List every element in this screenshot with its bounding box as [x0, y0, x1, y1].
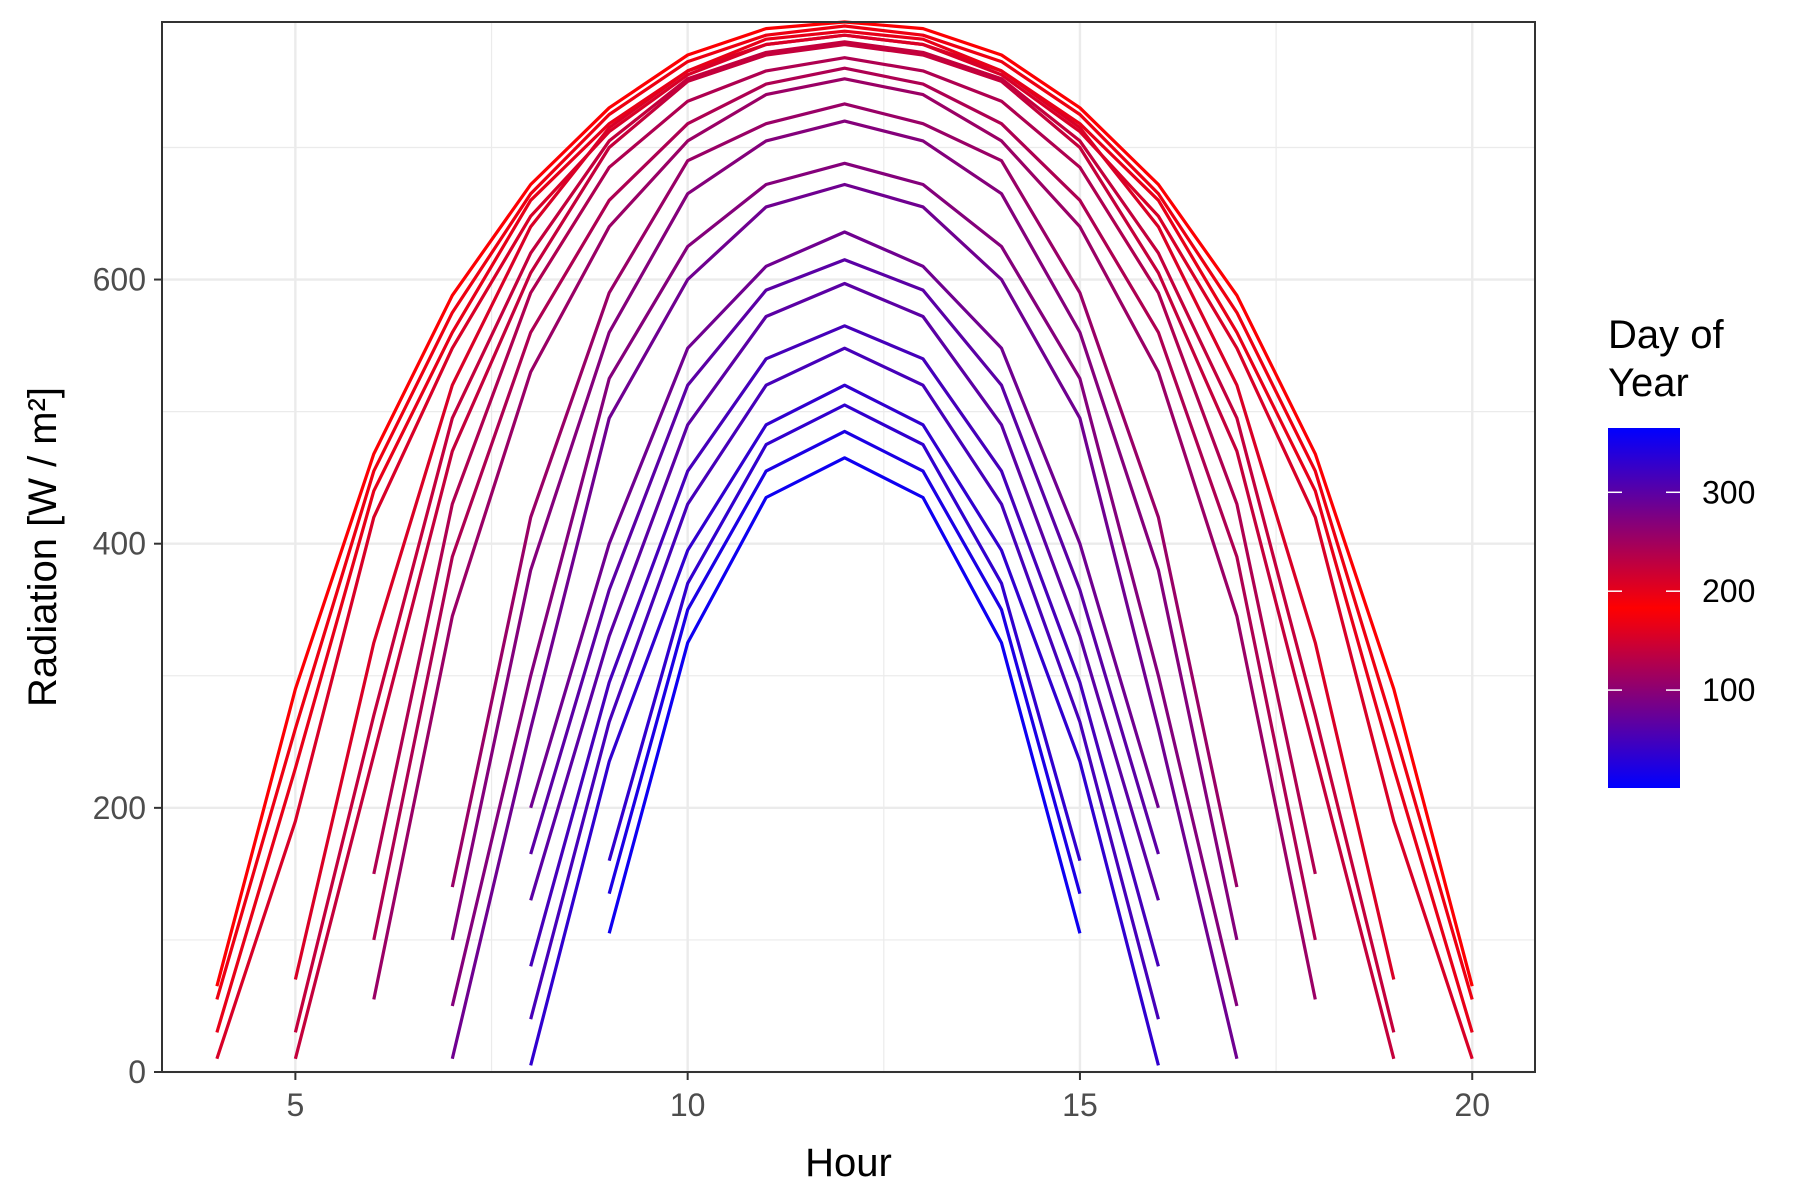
y-axis: 0 200 400 600 [93, 262, 162, 1090]
x-tick-label: 20 [1454, 1087, 1490, 1123]
legend: Day of Year 100 200 300 [1608, 313, 1755, 788]
series-line-13 [450, 102, 1239, 888]
y-tick-label: 400 [93, 526, 146, 562]
legend-tick-label: 200 [1702, 573, 1755, 609]
series-line-4 [529, 383, 1160, 1066]
legend-colorbar [1608, 428, 1680, 788]
x-tick-label: 5 [286, 1087, 304, 1123]
series-line-12 [450, 119, 1239, 941]
x-tick-label: 15 [1062, 1087, 1098, 1123]
series-line-14 [372, 77, 1317, 1000]
grid-minor [162, 22, 1535, 1072]
series-group [215, 20, 1474, 1066]
y-tick-label: 600 [93, 262, 146, 298]
series-line-18 [293, 40, 1396, 1033]
series-line-10 [450, 182, 1239, 1060]
y-tick-label: 200 [93, 790, 146, 826]
series-line-16 [372, 56, 1317, 875]
x-axis: 5 10 15 20 [286, 1072, 1490, 1123]
plot-area [161, 20, 1536, 1074]
series-line-22 [215, 24, 1474, 1000]
series-line-1 [607, 456, 1082, 934]
x-axis-title: Hour [805, 1141, 892, 1185]
series-line-5 [529, 346, 1160, 1020]
series-line-3 [607, 403, 1082, 862]
panel-border [161, 21, 1536, 1073]
x-tick-label: 10 [670, 1087, 706, 1123]
legend-ticks: 100 200 300 [1608, 474, 1755, 708]
series-line-9 [529, 230, 1160, 809]
series-line-17 [293, 42, 1396, 1060]
series-line-21 [215, 29, 1474, 1033]
legend-title-line-2: Year [1608, 361, 1689, 405]
y-tick-label: 0 [128, 1054, 146, 1090]
series-line-19 [293, 33, 1396, 980]
legend-tick-label: 100 [1702, 672, 1755, 708]
panel-background [162, 22, 1535, 1072]
series-line-8 [529, 258, 1160, 855]
series-line-7 [529, 281, 1160, 901]
series-line-2 [607, 429, 1082, 895]
y-axis-title: Radiation [W / m²] [21, 387, 65, 707]
series-line-11 [450, 161, 1239, 1007]
legend-tick-label: 300 [1702, 474, 1755, 510]
series-line-15 [372, 66, 1317, 941]
legend-title-line-1: Day of [1608, 313, 1724, 357]
series-line-6 [529, 324, 1160, 967]
